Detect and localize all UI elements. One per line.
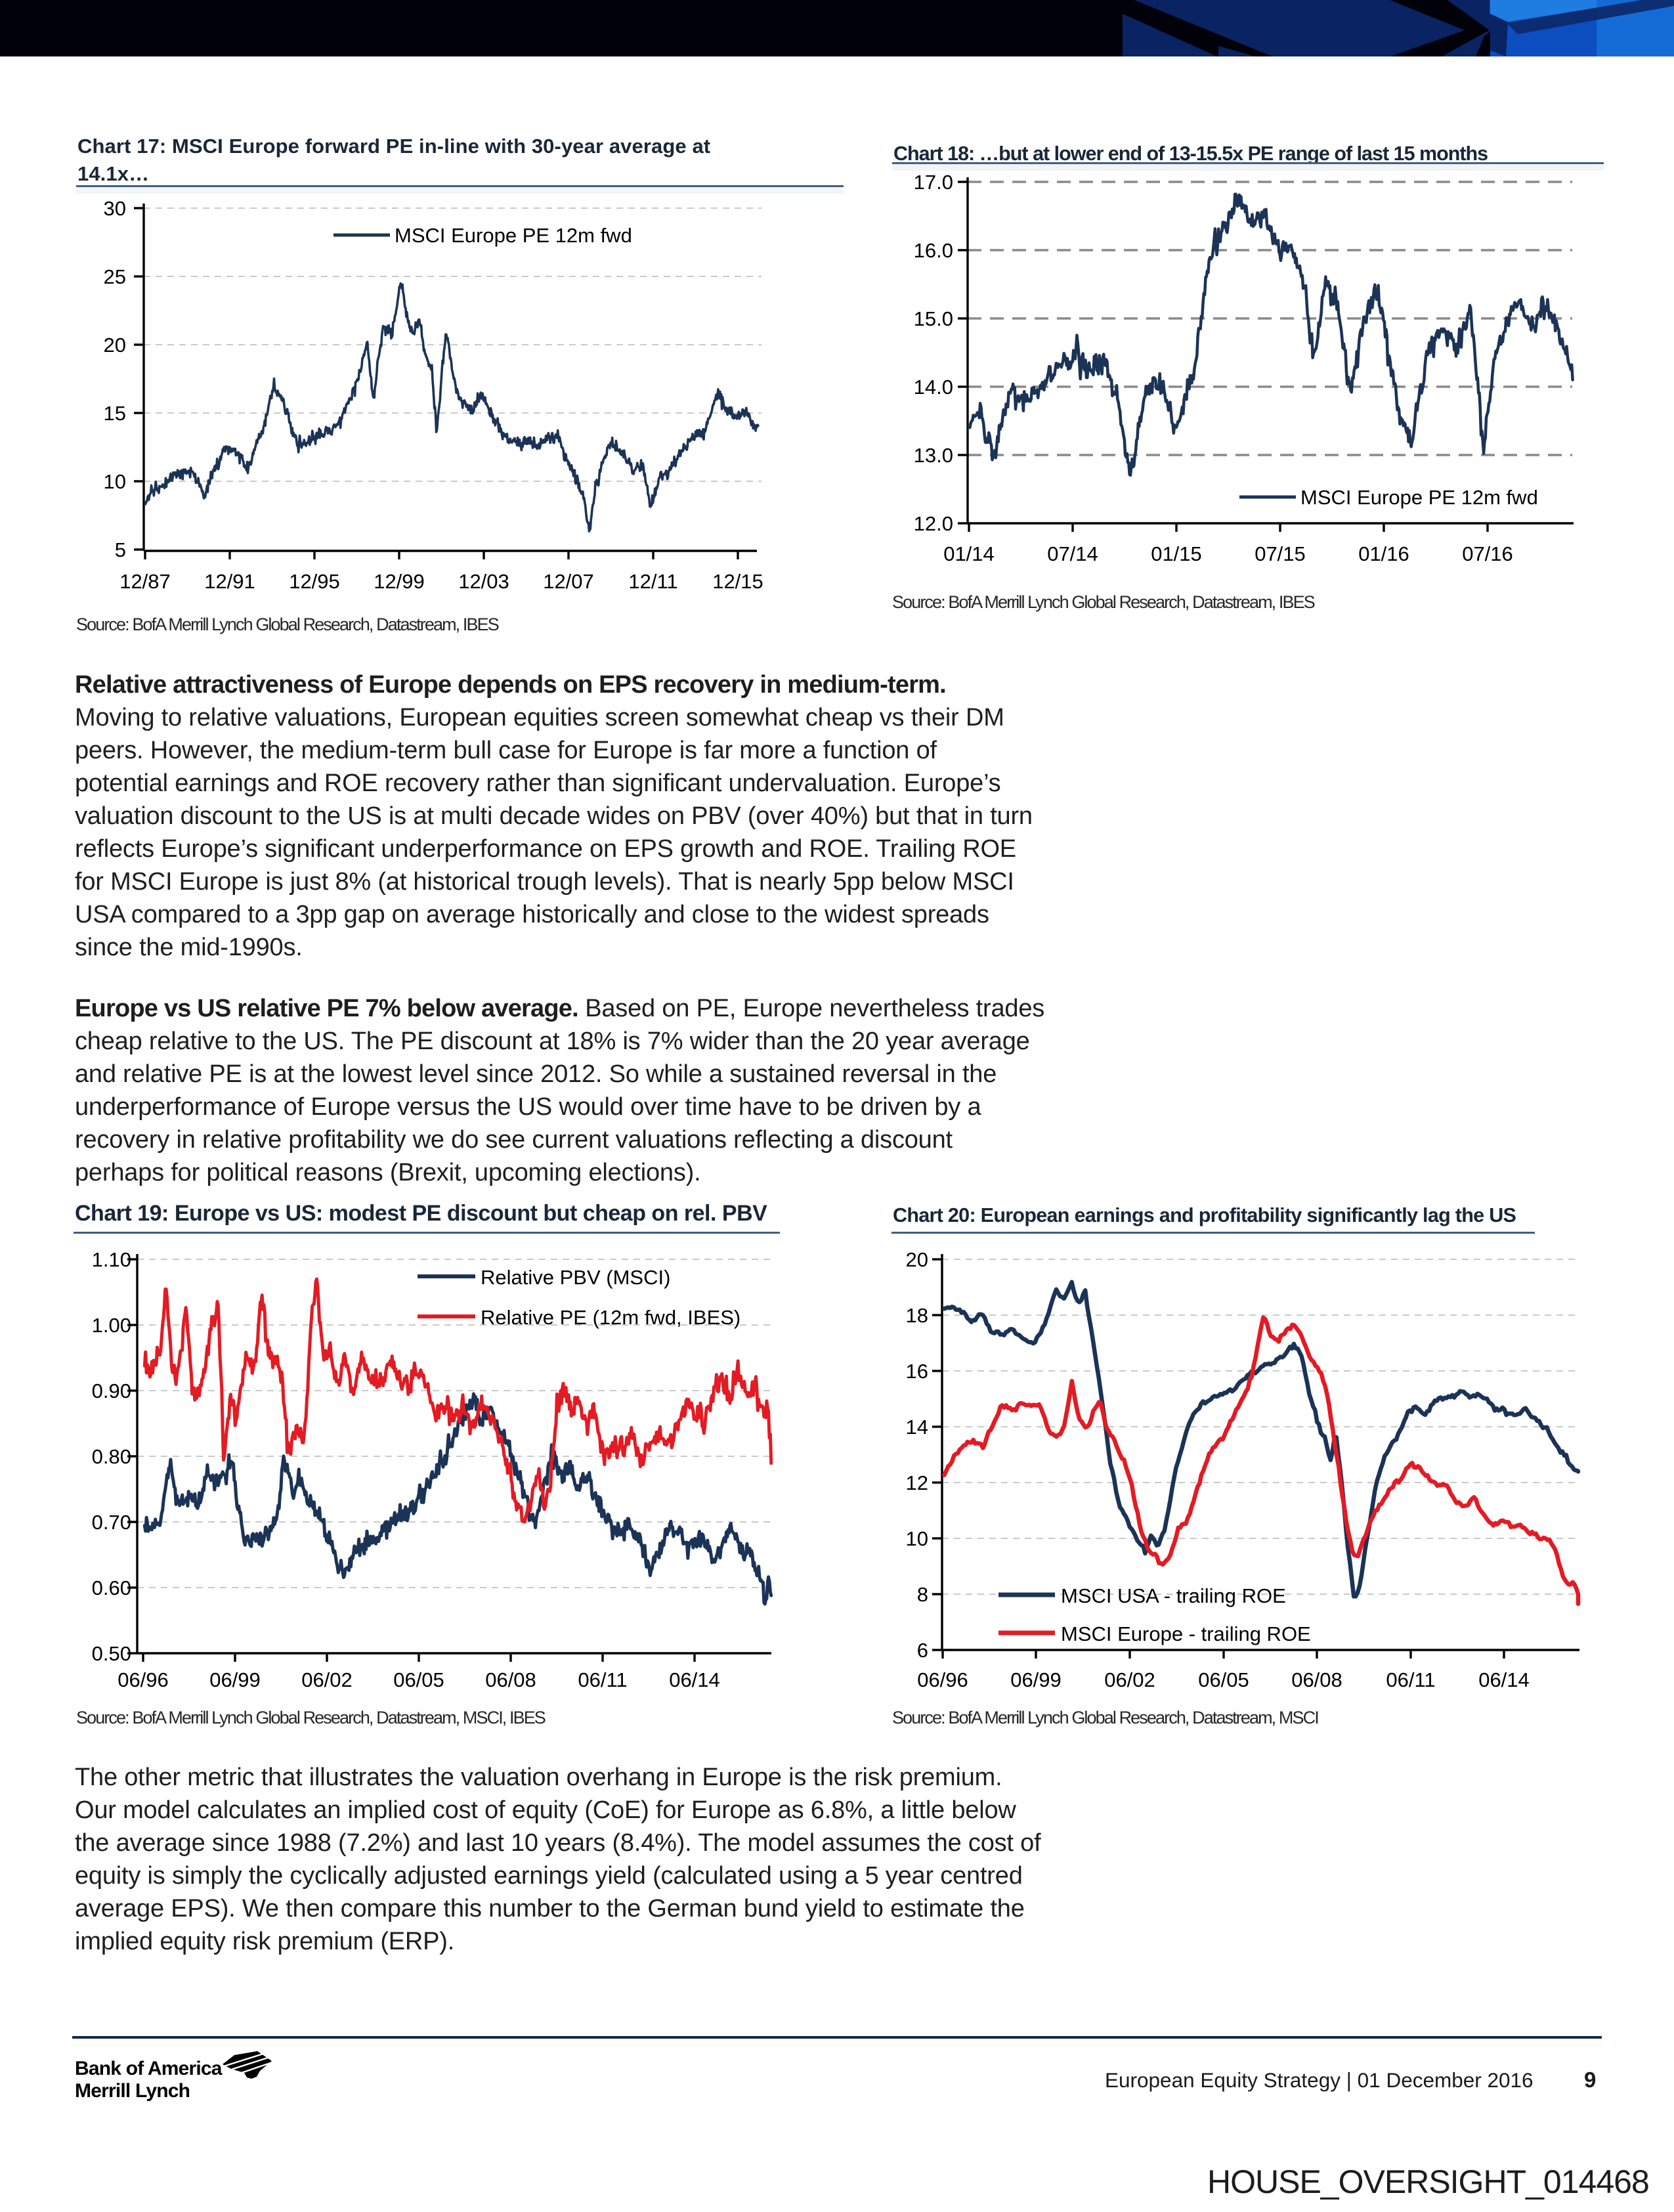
svg-text:Relative PE (12m fwd, IBES): Relative PE (12m fwd, IBES) [481,1306,740,1329]
svg-text:06/96: 06/96 [917,1668,968,1691]
svg-text:01/16: 01/16 [1358,542,1409,565]
svg-text:13.0: 13.0 [914,444,953,467]
svg-text:06/05: 06/05 [1198,1668,1249,1691]
svg-text:15.0: 15.0 [914,307,953,330]
svg-text:18: 18 [906,1304,928,1327]
svg-text:MSCI Europe - trailing ROE: MSCI Europe - trailing ROE [1061,1622,1311,1645]
svg-text:12.0: 12.0 [914,512,953,535]
svg-text:Relative PBV (MSCI): Relative PBV (MSCI) [481,1266,670,1289]
svg-text:12/87: 12/87 [119,570,171,593]
svg-text:06/14: 06/14 [669,1668,720,1691]
svg-text:12/11: 12/11 [628,570,677,593]
svg-text:12/03: 12/03 [458,570,509,593]
svg-text:06/14: 06/14 [1478,1668,1530,1691]
svg-text:25: 25 [104,265,126,288]
svg-text:20: 20 [906,1248,928,1271]
svg-text:12: 12 [906,1471,928,1494]
svg-text:07/16: 07/16 [1462,542,1513,565]
svg-text:06/96: 06/96 [118,1668,169,1691]
svg-text:01/15: 01/15 [1151,542,1202,565]
svg-text:MSCI Europe PE 12m fwd: MSCI Europe PE 12m fwd [1300,486,1538,509]
svg-text:06/02: 06/02 [301,1668,353,1691]
svg-text:14.0: 14.0 [914,376,953,399]
svg-text:10: 10 [906,1527,928,1550]
svg-text:06/05: 06/05 [393,1668,444,1691]
svg-text:20: 20 [104,334,126,357]
svg-text:06/11: 06/11 [578,1668,627,1691]
svg-text:15: 15 [104,402,126,425]
svg-text:06/99: 06/99 [209,1668,261,1691]
svg-text:0.80: 0.80 [92,1445,131,1468]
svg-text:8: 8 [917,1583,928,1606]
svg-text:5: 5 [115,538,126,561]
svg-text:06/11: 06/11 [1386,1668,1435,1691]
svg-text:1.00: 1.00 [92,1314,131,1337]
svg-text:16.0: 16.0 [914,239,953,262]
svg-text:0.50: 0.50 [92,1642,131,1665]
svg-text:MSCI USA - trailing ROE: MSCI USA - trailing ROE [1061,1584,1286,1607]
svg-text:12/95: 12/95 [289,570,340,593]
svg-text:06/02: 06/02 [1104,1668,1155,1691]
svg-text:10: 10 [104,470,126,493]
svg-text:07/14: 07/14 [1047,542,1098,565]
svg-text:12/91: 12/91 [204,570,255,593]
svg-text:1.10: 1.10 [92,1248,131,1271]
svg-text:12/15: 12/15 [712,570,763,593]
svg-text:06/99: 06/99 [1010,1668,1062,1691]
svg-text:12/99: 12/99 [374,570,425,593]
svg-text:01/14: 01/14 [943,542,995,565]
svg-text:MSCI Europe PE 12m fwd: MSCI Europe PE 12m fwd [395,224,632,247]
svg-text:30: 30 [104,197,126,220]
svg-text:17.0: 17.0 [914,171,953,194]
svg-text:06/08: 06/08 [1291,1668,1342,1691]
svg-text:0.70: 0.70 [92,1511,131,1534]
svg-text:12/07: 12/07 [543,570,594,593]
svg-text:14: 14 [906,1416,928,1439]
svg-text:16: 16 [906,1360,928,1383]
svg-text:0.90: 0.90 [92,1379,131,1402]
svg-text:06/08: 06/08 [485,1668,536,1691]
svg-text:0.60: 0.60 [92,1576,131,1599]
svg-text:07/15: 07/15 [1255,542,1306,565]
svg-text:6: 6 [917,1639,928,1662]
